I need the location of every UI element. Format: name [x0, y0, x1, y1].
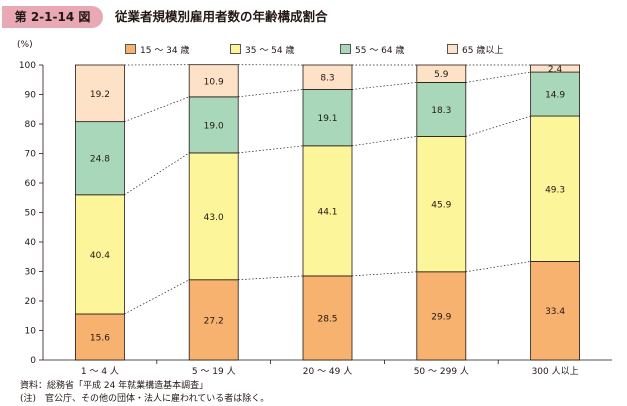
data-label: 33.4 — [545, 307, 565, 317]
figure-title: 従業者規模別雇用者数の年齢構成割合 — [115, 9, 328, 24]
legend-swatch-55-64 — [340, 44, 351, 54]
data-label: 18.3 — [431, 106, 451, 116]
connector-line — [238, 275, 304, 281]
bar-segment — [530, 115, 580, 262]
connector-line — [351, 82, 417, 90]
connector-line — [124, 152, 190, 196]
bar-segment — [188, 64, 239, 98]
bar-segment — [188, 279, 239, 361]
bar-segment — [75, 121, 125, 196]
x-tick-label: 20 〜 49 人 — [303, 366, 353, 377]
figure-number: 第 2-1-14 図 — [2, 6, 103, 28]
connector-line — [238, 145, 304, 154]
x-tick-label: 300 人以上 — [532, 366, 579, 377]
x-tick-label: 1 〜 4 人 — [81, 366, 119, 377]
bar-segment — [416, 135, 467, 273]
legend-label-55-64: 55 〜 64 歳 — [355, 45, 405, 56]
footnote-note: (注) 官公庁、その他の団体・法人に雇われている者は除く。 — [20, 394, 270, 404]
bar-segment — [302, 145, 353, 277]
y-tick-label: 90 — [25, 91, 37, 101]
data-label: 28.5 — [317, 314, 337, 324]
y-tick-label: 10 — [25, 327, 37, 337]
data-label: 27.2 — [204, 316, 224, 326]
data-label: 24.8 — [90, 155, 110, 165]
y-tick-label: 30 — [25, 268, 37, 278]
legend-item-15-34: 15 〜 34 歳 — [125, 42, 190, 56]
data-label: 44.1 — [317, 207, 337, 217]
bar-segment — [302, 275, 353, 361]
connector-line — [351, 136, 417, 147]
y-tick-label: 100 — [19, 61, 36, 71]
bar-segment — [302, 89, 353, 147]
connector-line — [124, 96, 190, 122]
data-label: 19.2 — [90, 90, 110, 100]
y-tick-label: 60 — [25, 179, 37, 189]
legend-label-35-54: 35 〜 54 歳 — [245, 45, 295, 56]
legend-swatch-35-54 — [230, 44, 241, 54]
data-label: 43.0 — [204, 213, 224, 223]
data-label: 15.6 — [90, 333, 110, 343]
y-axis-unit: (%) — [17, 40, 33, 50]
data-label: 14.9 — [545, 91, 565, 101]
bar-segment — [416, 271, 467, 361]
bar-segment — [188, 152, 239, 281]
y-tick-label: 20 — [25, 297, 37, 307]
legend-item-35-54: 35 〜 54 歳 — [230, 42, 295, 56]
data-label: 40.4 — [90, 251, 110, 261]
bar-segment — [75, 64, 125, 123]
bar-segment — [75, 194, 125, 315]
legend-item-65-plus: 65 歳以上 — [447, 42, 503, 56]
y-tick-label: 70 — [25, 150, 37, 160]
bar-segment — [530, 261, 580, 361]
legend-label-15-34: 15 〜 34 歳 — [140, 45, 190, 56]
connector-line — [465, 261, 531, 273]
figure-header: 第 2-1-14 図 従業者規模別雇用者数の年齢構成割合 — [0, 6, 627, 28]
data-label: 45.9 — [431, 201, 451, 211]
x-tick-label: 5 〜 19 人 — [192, 366, 236, 377]
data-label: 19.0 — [204, 121, 224, 131]
x-tick-label: 50 〜 299 人 — [414, 366, 469, 377]
connector-line — [351, 271, 417, 277]
legend-item-55-64: 55 〜 64 歳 — [340, 42, 405, 56]
data-label: 49.3 — [545, 185, 565, 195]
y-tick-label: 80 — [25, 120, 37, 130]
y-tick-label: 40 — [25, 238, 37, 248]
y-tick-label: 0 — [30, 356, 36, 366]
connector-line — [124, 279, 190, 315]
data-label: 2.4 — [548, 65, 563, 75]
connector-line — [465, 115, 531, 137]
data-label: 8.3 — [320, 74, 334, 84]
data-label: 29.9 — [431, 312, 451, 322]
data-label: 19.1 — [317, 114, 337, 124]
legend-swatch-65-plus — [447, 44, 458, 54]
data-label: 5.9 — [434, 70, 449, 80]
bar-segment — [75, 313, 125, 361]
y-tick-label: 50 — [25, 209, 37, 219]
bar-segment — [416, 64, 467, 83]
bar-segment — [530, 64, 580, 73]
legend-label-65-plus: 65 歳以上 — [462, 45, 504, 56]
connector-line — [465, 71, 531, 83]
chart-legend: 15 〜 34 歳 35 〜 54 歳 55 〜 64 歳 65 歳以上 — [125, 42, 605, 56]
connector-line — [238, 89, 304, 98]
legend-swatch-15-34 — [125, 44, 136, 54]
bar-segment — [302, 64, 353, 90]
data-label: 10.9 — [204, 77, 224, 87]
footnote-source: 資料：総務省「平成 24 年就業構造基本調査」 — [20, 381, 209, 391]
